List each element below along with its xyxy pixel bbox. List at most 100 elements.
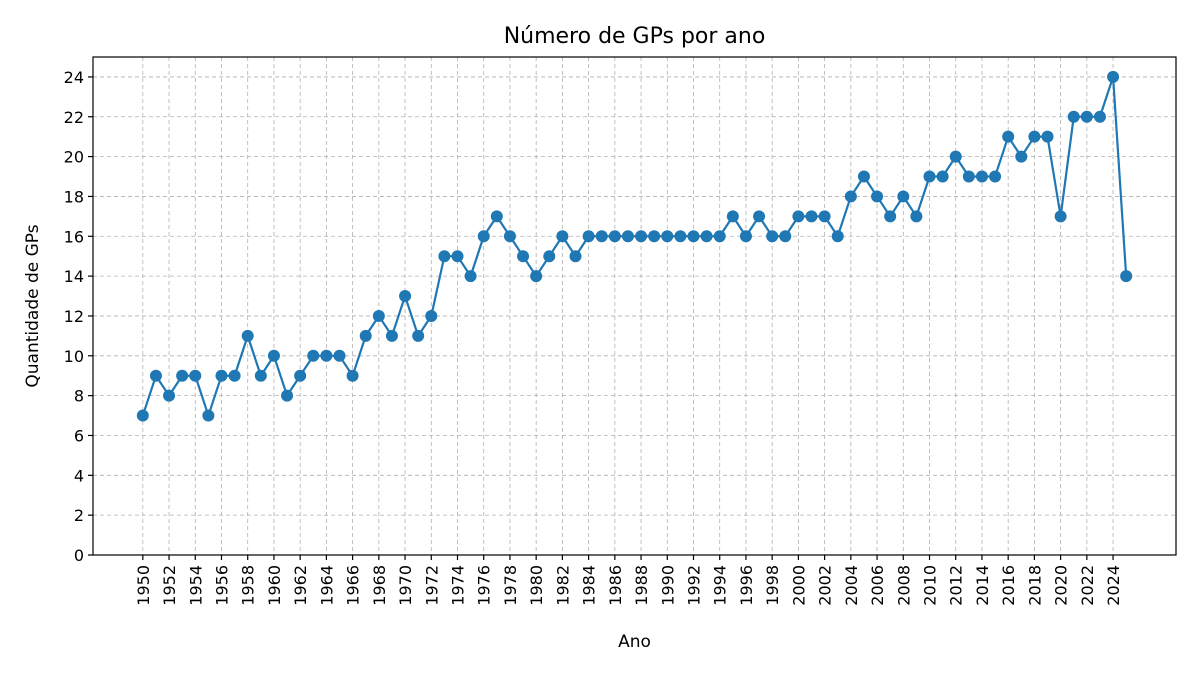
data-point [1107,70,1120,83]
data-point [451,250,464,263]
data-point [857,170,870,183]
data-point [1067,110,1080,123]
data-point [844,190,857,203]
x-tick-label: 2020 [1052,565,1071,606]
x-axis-label: Ano [618,632,651,652]
data-point [753,210,766,223]
x-tick-label: 1972 [422,565,441,606]
x-tick-label: 1956 [212,565,231,606]
x-tick-label: 1964 [317,565,336,606]
data-point [307,349,320,362]
x-tick-label: 1952 [160,565,179,606]
data-point [700,230,713,243]
y-tick-label: 14 [64,267,84,286]
x-tick-label: 2008 [894,565,913,606]
x-tick-label: 1986 [606,565,625,606]
x-tick-label: 1966 [344,565,363,606]
y-tick-label: 0 [74,546,84,565]
x-tick-label: 2014 [973,565,992,606]
data-point [438,250,451,263]
data-point [320,349,333,362]
x-tick-label: 1950 [134,565,153,606]
data-point [1015,150,1028,163]
data-point [149,369,162,382]
x-tick-label: 1996 [737,565,756,606]
x-tick-label: 2006 [868,565,887,606]
data-point [975,170,988,183]
data-point [989,170,1002,183]
x-tick-label: 2012 [947,565,966,606]
x-tick-label: 1994 [711,565,730,606]
x-tick-label: 1960 [265,565,284,606]
y-tick-label: 24 [64,68,84,87]
data-point [346,369,359,382]
data-point [779,230,792,243]
x-tick-label: 1990 [658,565,677,606]
y-tick-label: 4 [74,466,84,485]
x-tick-label: 1992 [685,565,704,606]
data-point [1054,210,1067,223]
data-point [897,190,910,203]
data-point [661,230,674,243]
data-point [923,170,936,183]
data-point [176,369,189,382]
data-point [739,230,752,243]
x-tick-label: 2010 [921,565,940,606]
x-tick-label: 1984 [580,565,599,606]
y-tick-label: 8 [74,387,84,406]
data-point [333,349,346,362]
data-point [635,230,648,243]
y-tick-label: 22 [64,108,84,127]
data-point [1093,110,1106,123]
y-axis-label: Quantidade de GPs [23,224,43,387]
y-tick-label: 16 [64,227,84,246]
x-tick-label: 2024 [1104,565,1123,606]
x-tick-label: 1978 [501,565,520,606]
data-point [1028,130,1041,143]
data-point [687,230,700,243]
data-point [595,230,608,243]
x-tick-label: 1970 [396,565,415,606]
chart-title: Número de GPs por ano [504,24,766,49]
x-axis: 1950 1952 1954 1956 1958 1960 1962 1964 1966 1968… [134,555,1123,606]
data-point [936,170,949,183]
data-point [163,389,176,402]
data-point [949,150,962,163]
data-point [372,309,385,322]
data-point [490,210,503,223]
data-point [517,250,530,263]
data-point [503,230,516,243]
data-point [359,329,372,342]
data-point [884,210,897,223]
x-tick-label: 1974 [448,565,467,606]
data-point [726,210,739,223]
data-point [831,230,844,243]
x-tick-label: 2022 [1078,565,1097,606]
series-line [141,75,1128,417]
x-tick-label: 2018 [1025,565,1044,606]
data-point [254,369,267,382]
x-tick-label: 2004 [842,565,861,606]
data-point [648,230,661,243]
data-point [674,230,687,243]
x-tick-label: 1962 [291,565,310,606]
y-tick-label: 10 [64,347,84,366]
data-point [228,369,241,382]
data-point [582,230,595,243]
data-point [556,230,569,243]
x-tick-label: 1954 [186,565,205,606]
data-point [871,190,884,203]
y-tick-label: 6 [74,426,84,445]
x-tick-label: 1976 [475,565,494,606]
data-point [1120,270,1133,283]
data-point [1002,130,1015,143]
data-point [241,329,254,342]
x-tick-label: 2000 [789,565,808,606]
data-point [792,210,805,223]
data-point [818,210,831,223]
data-point [464,270,477,283]
grid [93,57,1176,556]
data-point [385,329,398,342]
